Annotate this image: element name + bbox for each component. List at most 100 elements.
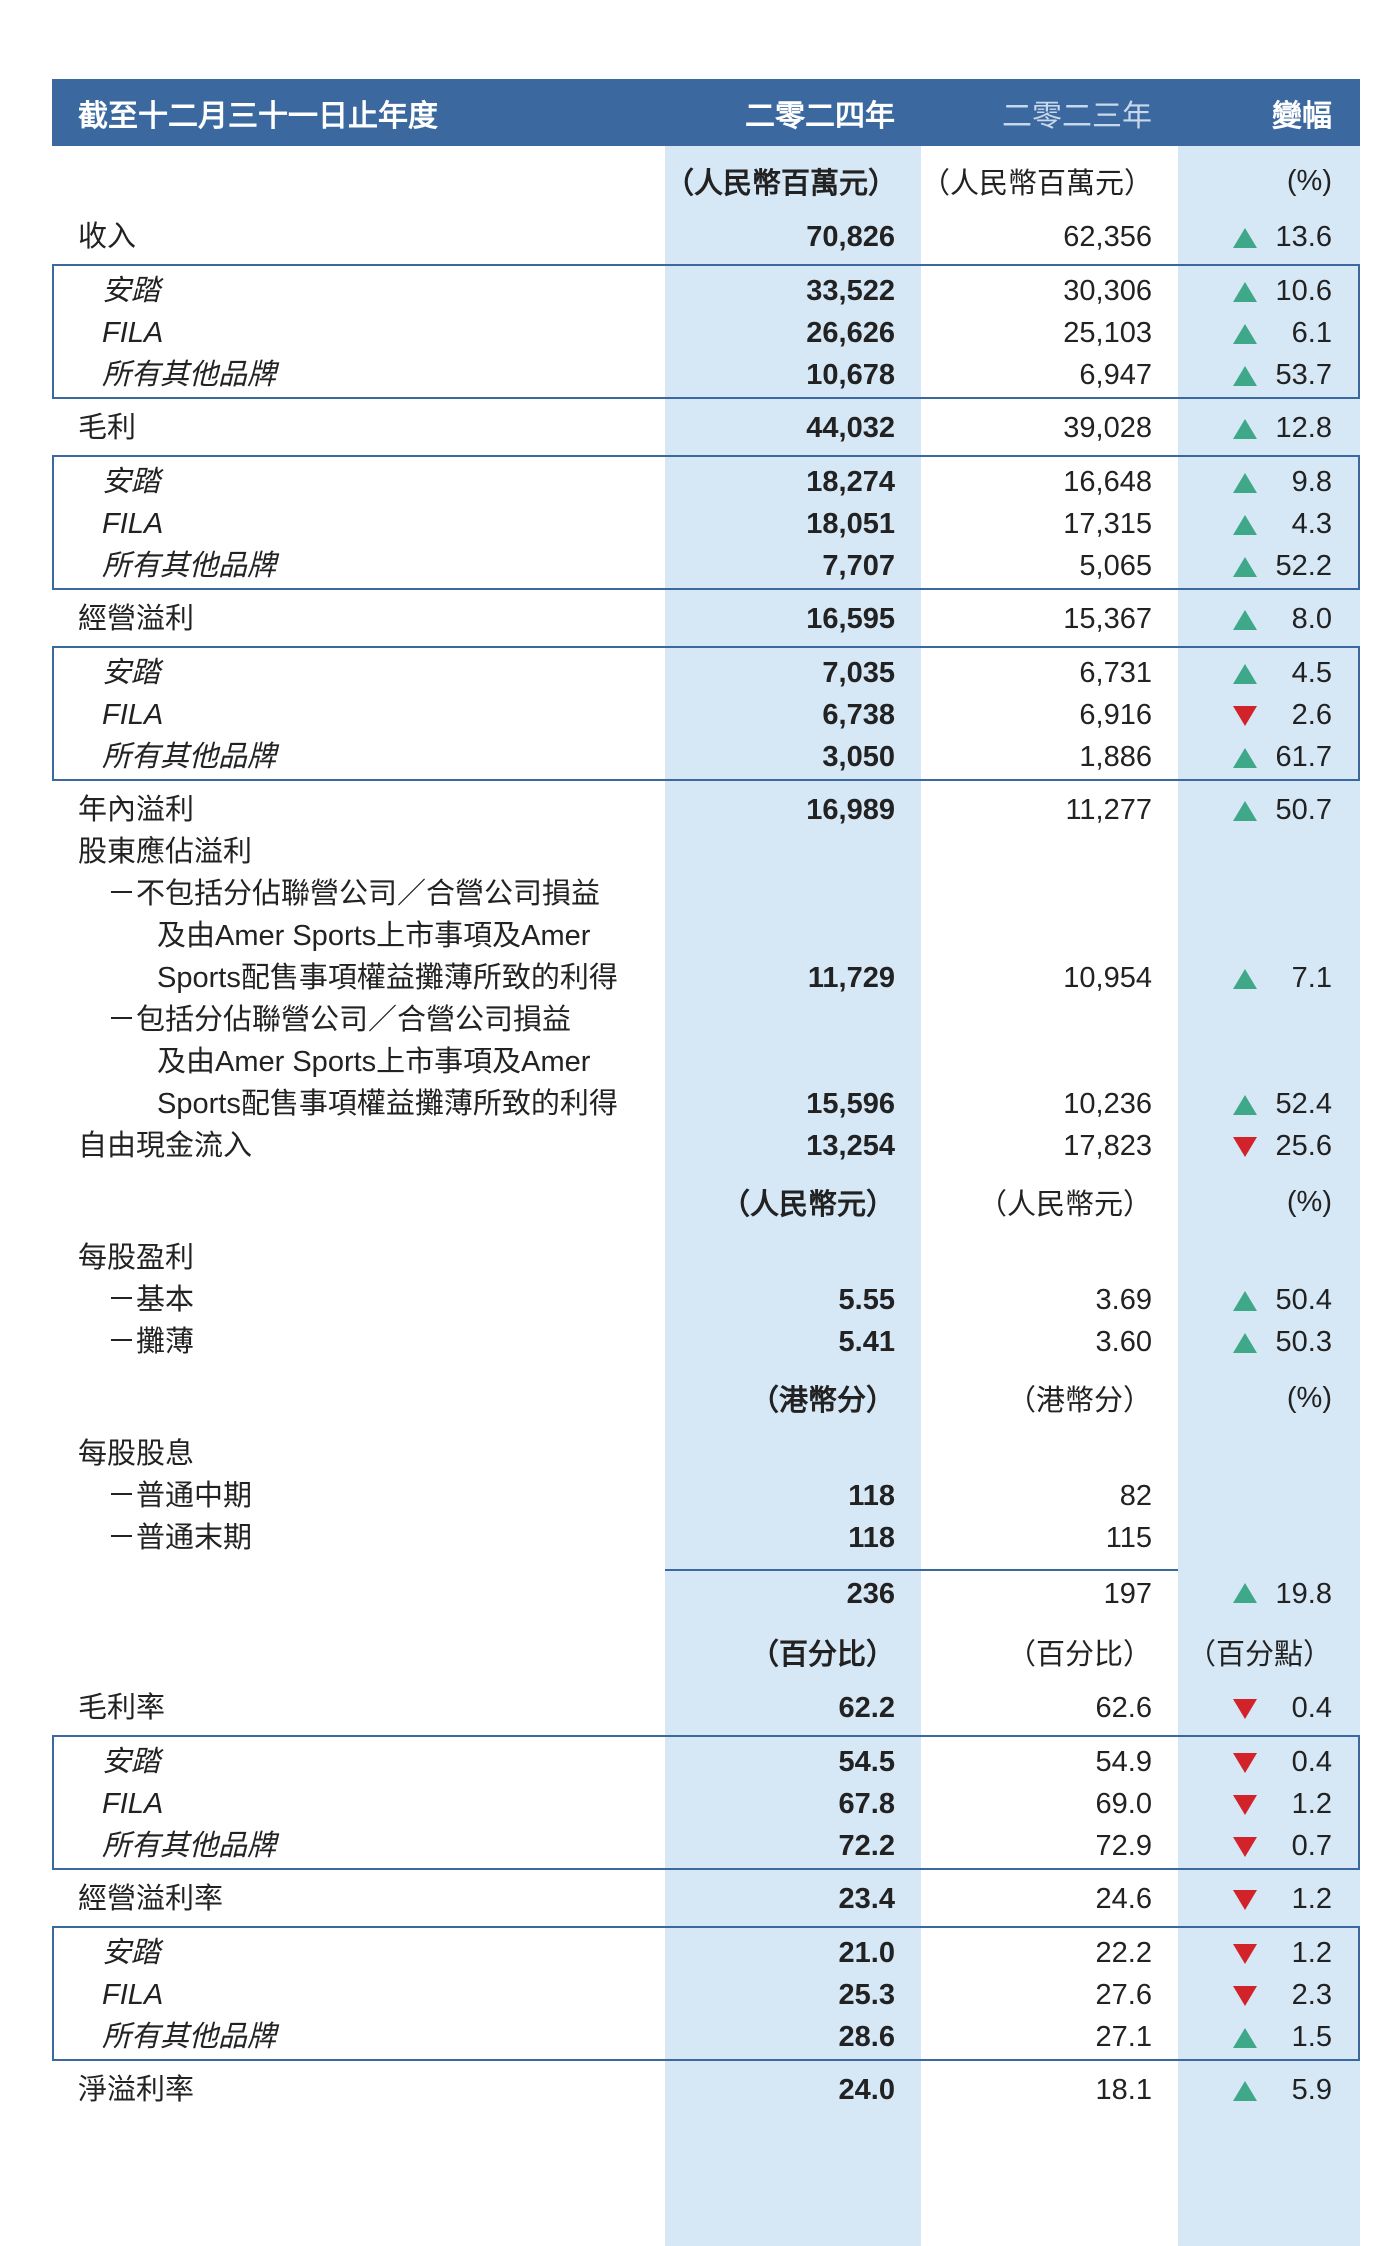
change: (%) [1286, 164, 1332, 197]
label-text: FILA [102, 1979, 164, 2011]
trend-arrow [1233, 1837, 1257, 1857]
row-label: －不包括分佔聯營公司／合營公司損益 及由Amer Sports上市事項及Amer S… [52, 873, 665, 999]
value-2023: 6,947 [1079, 358, 1152, 391]
trend-arrow-shape [1233, 1944, 1257, 1964]
trend-arrow-shape [1233, 228, 1257, 248]
value-2023: 16,648 [1063, 465, 1152, 498]
label-text: 所有其他品牌 [102, 359, 277, 391]
trend-arrow-shape [1233, 1837, 1257, 1857]
row-label: 淨溢利率 [52, 2069, 665, 2111]
value-2023: 30,306 [1063, 274, 1152, 307]
value-2023: 1,886 [1079, 740, 1152, 773]
value-2024: 11,729 [807, 961, 895, 994]
table-row: 經營溢利率 23.4 24.6 1.2 [52, 1878, 1360, 1920]
value-2023: 3.69 [1095, 1283, 1152, 1316]
label-line: 及由Amer Sports上市事項及Amer [157, 1046, 591, 1078]
label-text: 股東應佔溢利 [78, 836, 253, 868]
trend-arrow [1233, 557, 1257, 577]
table-row: FILA 25.3 27.6 2.3 [52, 1974, 1360, 2016]
trend-arrow [1233, 2081, 1257, 2101]
value-2024: 16,989 [806, 793, 895, 826]
change [1178, 831, 1360, 873]
change: 61.7 [1178, 736, 1360, 778]
value-2024: 5.55 [838, 1283, 895, 1316]
value-2023: 82 [1119, 1479, 1152, 1512]
trend-arrow [1233, 664, 1257, 684]
highlight-band [665, 146, 921, 2246]
label-line: －包括分佔聯營公司／合營公司損益 [107, 1004, 572, 1036]
trend-arrow-shape [1233, 801, 1257, 821]
label-line: 及由Amer Sports上市事項及Amer [157, 920, 591, 952]
change: 7.1 [1178, 957, 1360, 999]
row-label: 收入 [52, 216, 665, 258]
header-col: 二零二四年 [745, 99, 895, 133]
value-2023 [921, 1237, 1178, 1279]
trend-arrow [1233, 748, 1257, 768]
table-row: －攤薄 5.41 3.60 50.3 [52, 1321, 1360, 1363]
value-2024: 7,707 [822, 549, 895, 582]
value-2023: 27.6 [1095, 1978, 1152, 2011]
change: 25.6 [1178, 1125, 1360, 1167]
header-col: 變幅 [1272, 99, 1332, 133]
trend-arrow-shape [1233, 1291, 1257, 1311]
row-label: 所有其他品牌 [52, 736, 665, 778]
trend-arrow-shape [1233, 282, 1257, 302]
page: 截至十二月三十一日止年度 二零二四年 二零二三年 變幅 （人民幣百萬元） （人民幣… [52, 79, 1360, 2246]
table-row: 淨溢利率 24.0 18.1 5.9 [52, 2069, 1360, 2111]
value-2023: 5,065 [1079, 549, 1152, 582]
label-text: 自由現金流入 [78, 1130, 253, 1162]
row-label: 經營溢利 [52, 598, 665, 640]
value-2023: 39,028 [1063, 411, 1152, 444]
change: 50.7 [1178, 789, 1360, 831]
label-text: －基本 [107, 1284, 195, 1316]
value-2023: 17,315 [1063, 507, 1152, 540]
trend-arrow [1233, 282, 1257, 302]
trend-arrow-shape [1233, 2081, 1257, 2101]
row-label: 安踏 [52, 270, 665, 312]
value-2023: 54.9 [1095, 1745, 1152, 1778]
label-text: 所有其他品牌 [102, 550, 277, 582]
change: 52.4 [1178, 1083, 1360, 1125]
table-row: 所有其他品牌 72.2 72.9 0.7 [52, 1825, 1360, 1867]
label-text: 所有其他品牌 [102, 2021, 277, 2053]
change: 1.2 [1178, 1932, 1360, 1974]
trend-arrow [1233, 610, 1257, 630]
header-title: 截至十二月三十一日止年度 [78, 99, 438, 133]
row-label: 所有其他品牌 [52, 2016, 665, 2058]
change: 1.2 [1178, 1783, 1360, 1825]
table-row: （港幣分） （港幣分） (%) [52, 1363, 1360, 1433]
value-2024: 15,596 [806, 1087, 895, 1120]
change: 5.9 [1178, 2069, 1360, 2111]
table-row: FILA 18,051 17,315 4.3 [52, 503, 1360, 545]
value-2024: （人民幣元） [720, 1189, 895, 1221]
value-2023: 6,731 [1079, 656, 1152, 689]
trend-arrow [1233, 515, 1257, 535]
highlight-band [1178, 146, 1360, 2246]
change: 2.3 [1178, 1974, 1360, 2016]
change: (%) [1286, 1381, 1332, 1414]
change: 0.4 [1178, 1687, 1360, 1729]
trend-arrow [1233, 473, 1257, 493]
value-2023: 22.2 [1095, 1936, 1152, 1969]
trend-arrow [1233, 366, 1257, 386]
trend-arrow-shape [1233, 1986, 1257, 2006]
trend-arrow-shape [1233, 748, 1257, 768]
value-2023 [921, 1433, 1178, 1475]
label-text: FILA [102, 317, 164, 349]
change: 0.7 [1178, 1825, 1360, 1867]
brand-box: 安踏 18,274 16,648 9.8 FILA 18,051 17,315 4.3 所有其他… [52, 455, 1360, 590]
trend-arrow [1233, 1291, 1257, 1311]
value-2023: 62.6 [1095, 1691, 1152, 1724]
row-label: 每股股息 [52, 1433, 665, 1475]
trend-arrow [1233, 706, 1257, 726]
table-row: 自由現金流入 13,254 17,823 25.6 [52, 1125, 1360, 1167]
label-text: 經營溢利率 [78, 1883, 224, 1915]
table-body: （人民幣百萬元） （人民幣百萬元） (%) 收入 70,826 62,356 13.6 安踏 3… [52, 146, 1360, 2111]
table-row: 毛利率 62.2 62.6 0.4 [52, 1687, 1360, 1729]
value-2024: 62.2 [838, 1691, 895, 1724]
trend-arrow-shape [1233, 1333, 1257, 1353]
change: 1.5 [1178, 2016, 1360, 2058]
value-2024: 23.4 [838, 1882, 895, 1915]
row-label [52, 1617, 665, 1687]
table-row: －基本 5.55 3.69 50.4 [52, 1279, 1360, 1321]
